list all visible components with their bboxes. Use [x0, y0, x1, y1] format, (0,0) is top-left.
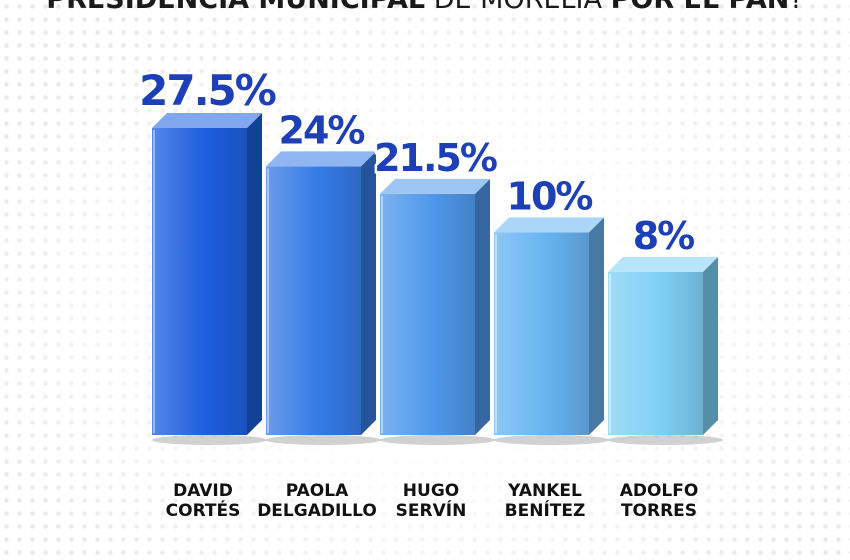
bars-layer: [152, 113, 723, 445]
title-normal-part: DE MORELIA: [425, 0, 610, 15]
bar-top-face: [608, 256, 718, 272]
bar-top-face: [380, 178, 490, 194]
bar-value-label: 21.5%: [374, 136, 497, 180]
bar-value-label: 24%: [279, 108, 365, 152]
category-label-line: ADOLFO: [620, 481, 699, 501]
bar-5: [608, 256, 723, 445]
category-label-line: PAOLA: [286, 481, 349, 501]
bar-side-face: [475, 178, 490, 435]
bar-shadow: [380, 435, 495, 445]
bar-4: [494, 217, 609, 445]
bar-side-face: [247, 113, 262, 435]
bar-side-face: [361, 151, 376, 435]
category-label-line: DAVID: [173, 481, 233, 501]
bar-shadow: [266, 435, 381, 445]
bar-side-face: [703, 256, 718, 435]
title-bold-party: POR EL PAN: [611, 0, 790, 15]
bar-value-label: 8%: [633, 214, 694, 258]
bar-shadow: [494, 435, 609, 445]
bar-front-face: [266, 166, 361, 435]
bar-front-face: [152, 128, 247, 435]
value-labels-layer: 27.5%24%21.5%10% 8%: [137, 64, 699, 261]
bar-front-face: [608, 271, 703, 435]
category-label-line: TORRES: [621, 501, 697, 521]
category-label-line: SERVÍN: [396, 499, 467, 521]
category-label-line: DELGADILLO: [257, 501, 377, 521]
chart-title: PRESIDENCIA MUNICIPAL DE MORELIA POR EL …: [0, 0, 850, 15]
bar-front-face: [380, 193, 475, 435]
category-label-line: BENÍTEZ: [505, 499, 586, 521]
title-bold-part: PRESIDENCIA MUNICIPAL: [46, 0, 425, 15]
bar-top-face: [494, 217, 604, 233]
bar-value-label: 27.5%: [139, 66, 276, 115]
title-question-mark: ?: [789, 0, 803, 15]
category-label-line: CORTÉS: [166, 499, 241, 521]
bar-1: [152, 113, 267, 445]
bar-shadow: [152, 435, 267, 445]
bar-top-face: [152, 113, 262, 128]
bar-3: [380, 178, 495, 445]
category-label-line: HUGO: [403, 481, 459, 501]
bar-top-face: [266, 151, 376, 167]
bar-2: [266, 151, 381, 445]
bar-value-label: 10%: [507, 174, 593, 218]
bar-side-face: [589, 217, 604, 435]
bar-shadow: [608, 435, 723, 445]
category-label-line: YANKEL: [507, 481, 582, 501]
bar-front-face: [494, 232, 589, 435]
